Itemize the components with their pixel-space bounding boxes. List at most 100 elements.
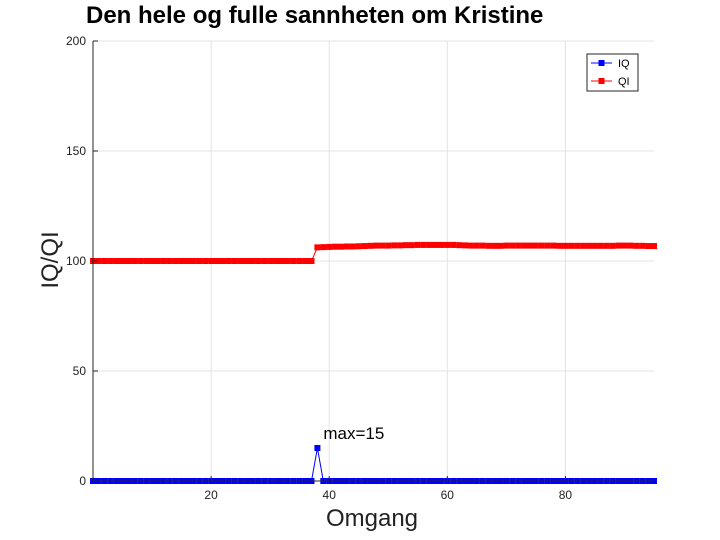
data-point-qi — [249, 258, 256, 264]
data-point-qi — [320, 244, 327, 251]
tick-labels: 0 50 100 150 200 20 40 60 80 — [66, 34, 572, 502]
data-point-qi — [137, 258, 144, 264]
data-point-qi — [196, 258, 203, 264]
data-point-qi — [633, 242, 640, 249]
data-point-qi — [591, 242, 598, 249]
data-point-qi — [113, 258, 120, 264]
data-point-qi — [444, 241, 451, 248]
y-tick-label: 50 — [73, 364, 87, 378]
data-point-qi — [143, 258, 150, 264]
data-point-qi — [538, 242, 545, 249]
x-tick-label: 40 — [323, 488, 337, 502]
data-point-qi — [343, 243, 350, 250]
data-point-qi — [402, 242, 409, 249]
legend-label-qi: QI — [618, 76, 630, 88]
data-point-qi — [349, 243, 356, 250]
series-qi — [90, 241, 657, 264]
chart-title: Den hele og fulle sannheten om Kristine — [86, 2, 543, 29]
x-tick-label: 60 — [441, 488, 455, 502]
data-point-qi — [154, 258, 161, 264]
data-point-qi — [101, 258, 108, 264]
data-point-qi — [456, 242, 463, 249]
data-point-qi — [544, 242, 551, 249]
data-point-qi — [627, 242, 634, 249]
data-point-qi — [568, 242, 575, 249]
y-tick-label: 100 — [66, 254, 86, 268]
y-axis-label: IQ/QI — [37, 231, 64, 288]
data-point-qi — [526, 242, 533, 249]
data-point-qi — [237, 258, 244, 264]
data-point-qi — [302, 258, 309, 264]
data-point-qi — [107, 258, 114, 264]
data-point-qi — [615, 242, 622, 249]
data-point-iq — [314, 445, 321, 451]
y-tick-label: 0 — [79, 474, 86, 488]
data-point-qi — [491, 242, 498, 249]
data-point-qi — [603, 242, 610, 249]
x-tick-label: 20 — [204, 488, 218, 502]
data-point-qi — [290, 258, 297, 264]
legend-marker-iq — [598, 60, 605, 66]
data-point-qi — [355, 243, 362, 250]
data-point-qi — [379, 242, 386, 249]
data-point-qi — [326, 243, 333, 250]
data-point-qi — [278, 258, 285, 264]
data-point-qi — [562, 242, 569, 249]
x-tick-label: 80 — [559, 488, 573, 502]
data-point-qi — [438, 241, 445, 248]
annotations: max=15 — [323, 424, 384, 443]
data-point-qi — [414, 241, 421, 248]
axes — [92, 40, 654, 482]
data-point-qi — [308, 258, 315, 264]
data-point-qi — [166, 258, 173, 264]
data-point-qi — [391, 242, 398, 249]
data-point-qi — [450, 241, 457, 248]
data-point-qi — [273, 258, 280, 264]
series-iq — [90, 445, 657, 484]
data-point-qi — [609, 242, 616, 249]
legend-marker-qi — [598, 78, 605, 84]
data-point-qi — [95, 258, 102, 264]
data-point-qi — [184, 258, 191, 264]
data-point-qi — [338, 243, 345, 250]
data-point-qi — [332, 243, 339, 250]
data-point-qi — [361, 243, 368, 250]
data-point-qi — [462, 242, 469, 249]
data-point-qi — [296, 258, 303, 264]
data-point-qi — [639, 242, 646, 249]
data-point-qi — [125, 258, 132, 264]
data-point-qi — [214, 258, 221, 264]
legend: IQ QI — [586, 53, 639, 92]
data-point-qi — [385, 242, 392, 249]
data-point-qi — [190, 258, 197, 264]
data-point-qi — [119, 258, 126, 264]
data-point-qi — [651, 243, 657, 250]
data-point-qi — [420, 241, 427, 248]
annotation-label: max=15 — [323, 424, 384, 443]
data-point-qi — [231, 258, 238, 264]
legend-box — [586, 53, 639, 92]
data-point-qi — [467, 242, 474, 249]
y-tick-label: 150 — [66, 144, 86, 158]
data-point-qi — [149, 258, 156, 264]
data-point-qi — [208, 258, 215, 264]
y-tick-label: 200 — [66, 34, 86, 48]
data-point-qi — [645, 243, 652, 250]
legend-label-iq: IQ — [618, 58, 630, 70]
data-point-qi — [521, 242, 528, 249]
data-point-qi — [367, 242, 374, 249]
data-point-qi — [314, 244, 321, 251]
data-point-qi — [131, 258, 138, 264]
plot-series — [90, 241, 657, 484]
data-point-qi — [509, 242, 516, 249]
data-point-qi — [219, 258, 226, 264]
data-point-qi — [255, 258, 262, 264]
data-point-qi — [503, 242, 510, 249]
data-point-qi — [426, 241, 433, 248]
data-point-qi — [284, 258, 291, 264]
data-point-qi — [532, 242, 539, 249]
data-point-qi — [574, 242, 581, 249]
data-point-qi — [497, 242, 504, 249]
data-point-qi — [485, 242, 492, 249]
data-point-qi — [397, 242, 404, 249]
